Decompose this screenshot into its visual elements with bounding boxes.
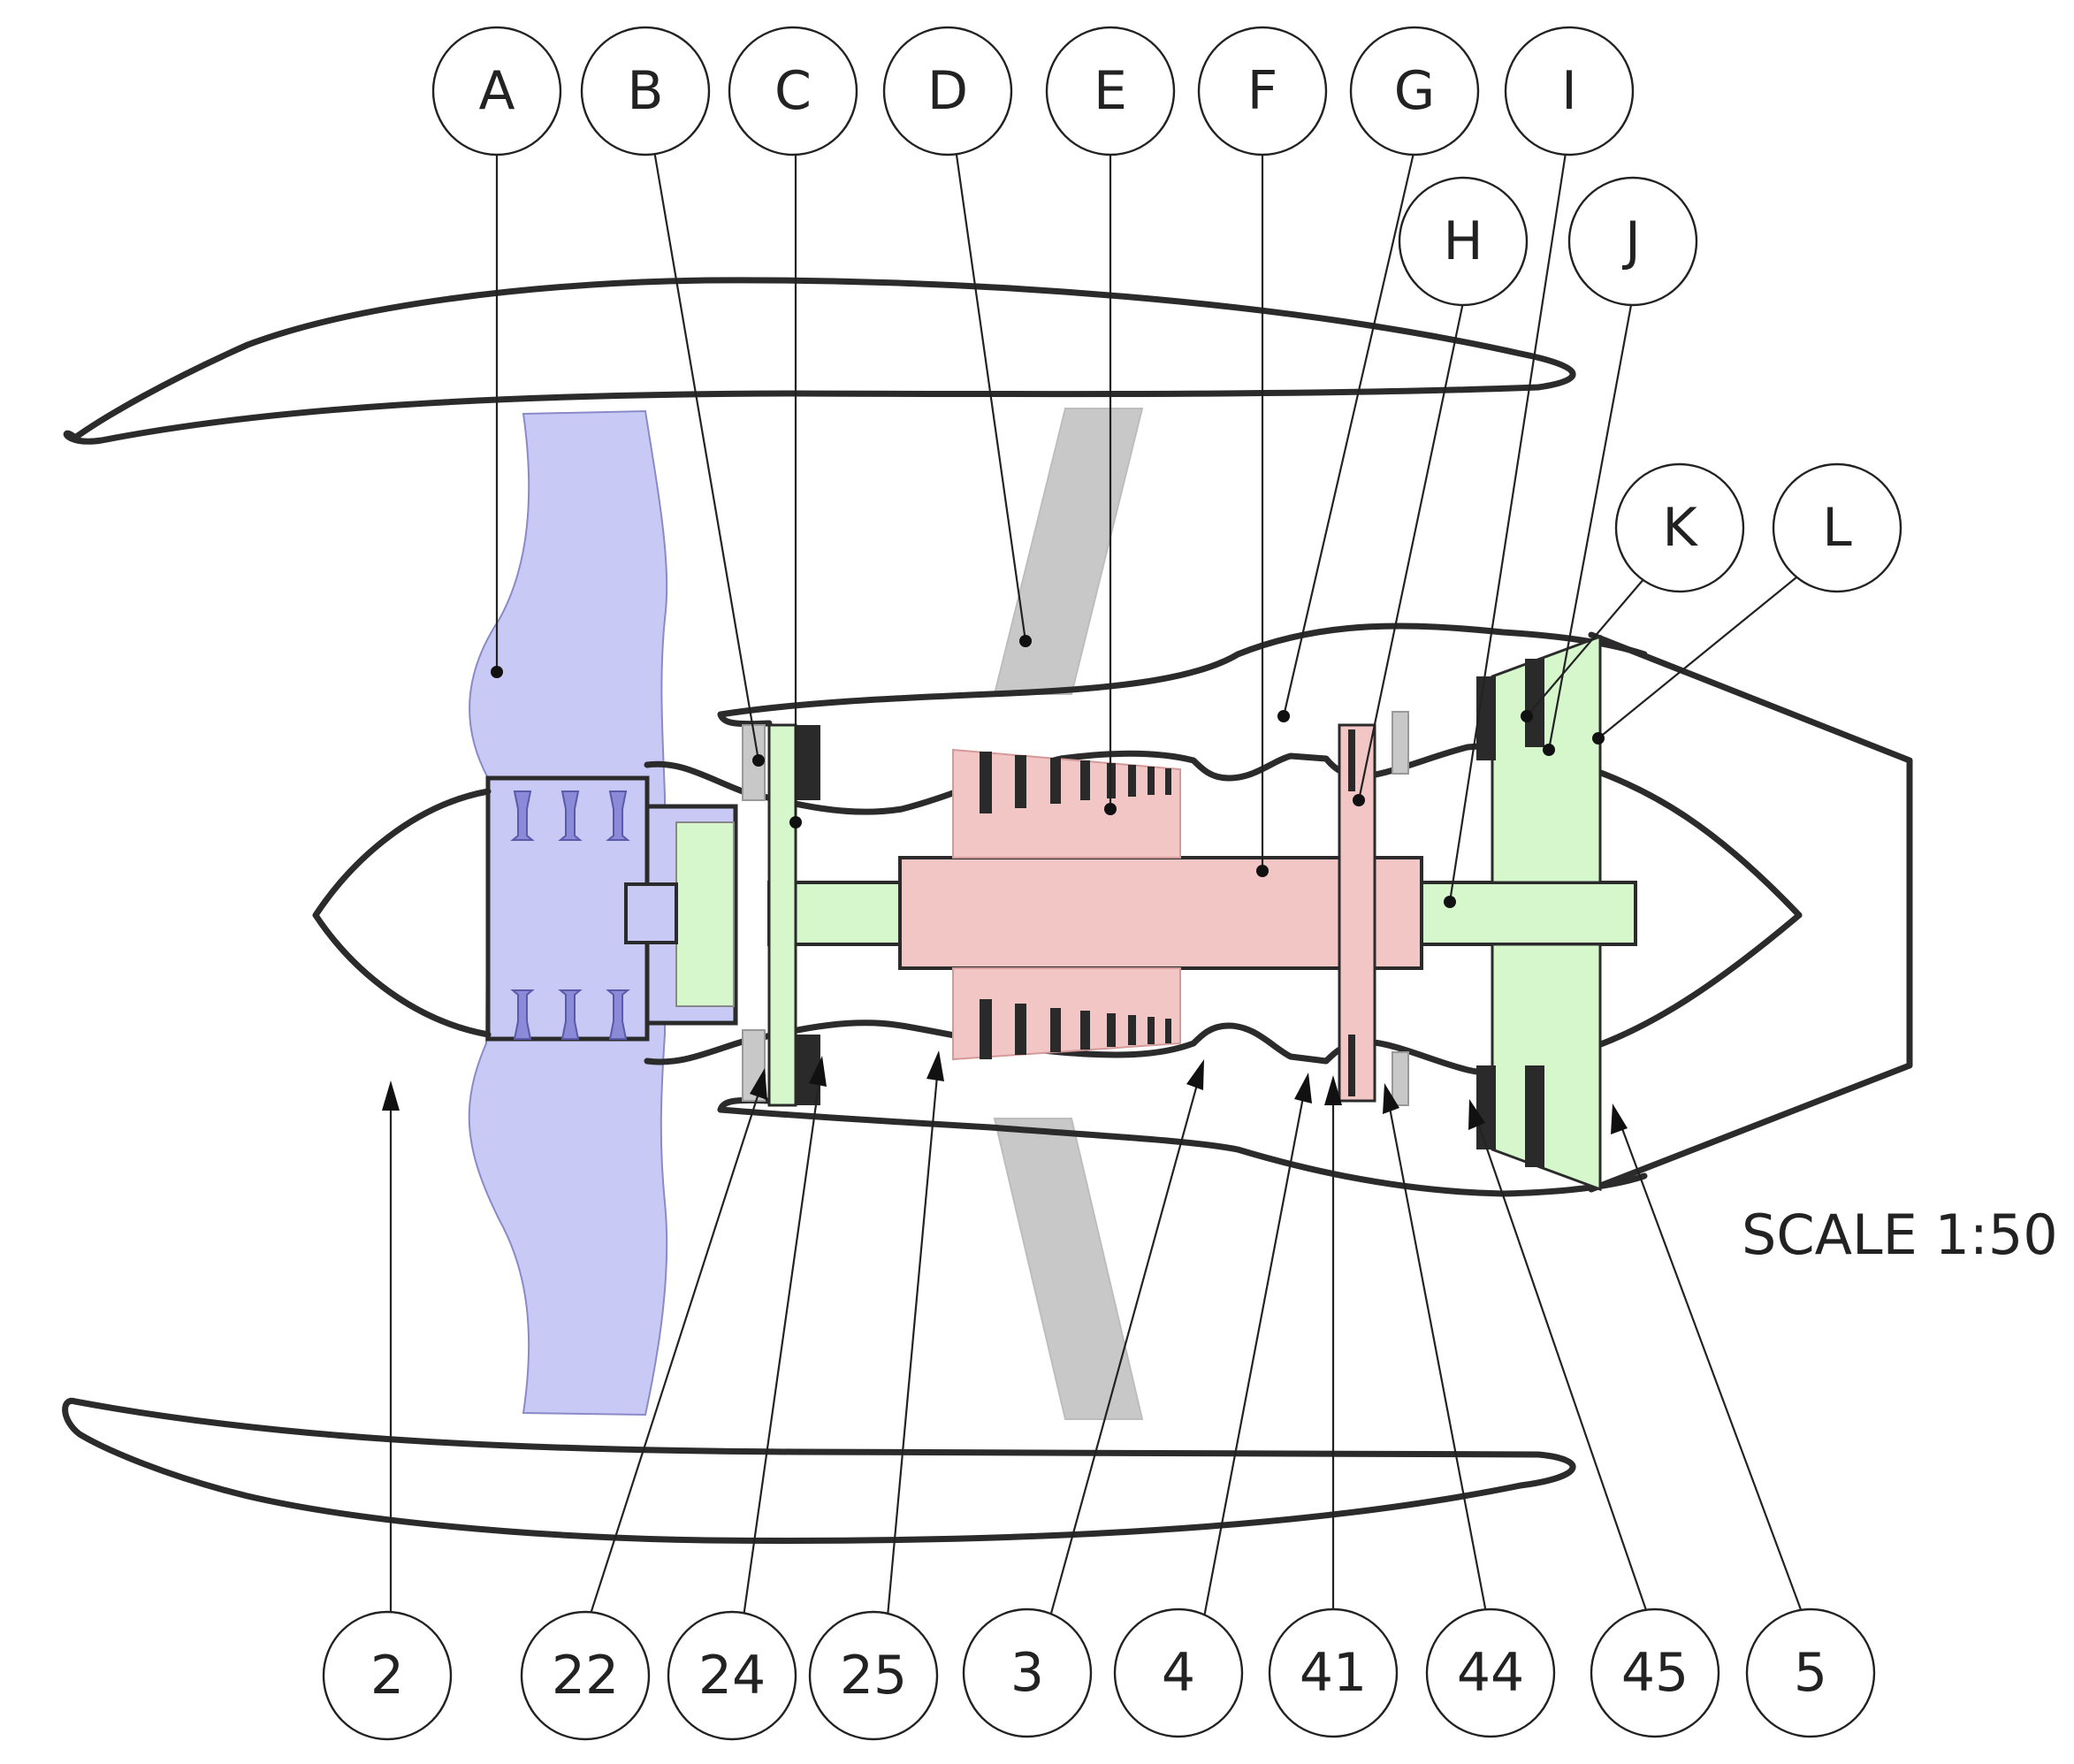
balloon-44: 44 <box>1425 1607 1556 1738</box>
svg-text:K: K <box>1662 497 1698 559</box>
svg-text:3: 3 <box>1010 1642 1044 1704</box>
svg-text:24: 24 <box>698 1645 766 1707</box>
interturbine-duct <box>1392 711 1409 775</box>
svg-text:44: 44 <box>1457 1642 1524 1704</box>
balloon-L: L <box>1772 462 1902 593</box>
svg-text:D: D <box>927 60 968 122</box>
svg-text:22: 22 <box>552 1645 619 1707</box>
svg-text:H: H <box>1443 210 1483 272</box>
balloon-J: J <box>1567 176 1698 307</box>
scale-note: SCALE 1:50 <box>1742 1203 2058 1267</box>
booster-stator <box>796 725 820 800</box>
svg-text:C: C <box>774 60 812 122</box>
lp-turbine-vane-2 <box>1525 659 1544 747</box>
svg-text:25: 25 <box>840 1645 907 1707</box>
hp-compressor-upper <box>952 748 1181 859</box>
component-balloons: A B C D E F G I <box>431 26 1902 593</box>
fan-disk-stub <box>624 882 678 944</box>
exhaust-nozzle <box>1588 631 1913 1193</box>
balloon-B: B <box>580 26 711 157</box>
nacelle-upper <box>63 277 1576 445</box>
fan-disk-inner <box>675 821 735 1007</box>
svg-text:F: F <box>1247 60 1278 122</box>
fan-blade-roots <box>510 790 630 1040</box>
lp-turbine-vane-4 <box>1525 1065 1544 1167</box>
svg-text:5: 5 <box>1794 1642 1827 1704</box>
high-pressure-shaft <box>898 856 1423 970</box>
balloon-E: E <box>1045 26 1176 157</box>
svg-text:41: 41 <box>1300 1642 1367 1704</box>
balloon-D: D <box>882 26 1013 157</box>
leader-lines <box>389 129 1812 1637</box>
balloon-25: 25 <box>808 1610 939 1741</box>
balloon-A: A <box>431 26 562 157</box>
balloon-24: 24 <box>667 1610 797 1741</box>
leader-arrowheads <box>382 1050 1628 1134</box>
booster-rotor <box>767 723 797 1107</box>
balloon-K: K <box>1614 462 1745 593</box>
svg-text:I: I <box>1561 60 1577 122</box>
lp-turbine-vane-1 <box>1476 676 1496 760</box>
hp-turbine-vane <box>1348 729 1355 791</box>
balloon-C: C <box>728 26 858 157</box>
svg-text:L: L <box>1822 497 1852 559</box>
balloon-3: 3 <box>962 1607 1093 1738</box>
strut-upper <box>993 408 1144 695</box>
svg-text:4: 4 <box>1162 1642 1195 1704</box>
balloon-22: 22 <box>520 1610 651 1741</box>
hp-turbine <box>1338 723 1376 1103</box>
svg-text:A: A <box>478 60 515 122</box>
interturbine-duct-lower <box>1392 1051 1409 1106</box>
strut-lower <box>993 1118 1144 1420</box>
hp-turbine-vane-lower <box>1348 1035 1355 1096</box>
balloon-2: 2 <box>322 1610 453 1741</box>
balloon-F: F <box>1197 26 1328 157</box>
balloon-H: H <box>1398 176 1529 307</box>
svg-text:J: J <box>1621 210 1641 272</box>
svg-text:B: B <box>627 60 663 122</box>
nacelle-lower <box>62 1397 1576 1544</box>
balloon-I: I <box>1504 26 1635 157</box>
lp-turbine-vane-3 <box>1476 1065 1496 1149</box>
lp-turbine-lower <box>1491 943 1602 1192</box>
svg-text:45: 45 <box>1621 1642 1689 1704</box>
balloon-4: 4 <box>1113 1607 1244 1738</box>
balloon-G: G <box>1349 26 1480 157</box>
balloon-5: 5 <box>1745 1607 1876 1738</box>
spinner <box>312 788 492 1038</box>
balloon-45: 45 <box>1590 1607 1720 1738</box>
svg-text:2: 2 <box>370 1645 404 1707</box>
core-casing-lower <box>717 1106 1648 1197</box>
hp-compressor-lower <box>952 967 1181 1061</box>
core-casing-upper <box>717 622 1648 718</box>
balloon-41: 41 <box>1268 1607 1399 1738</box>
lp-turbine-upper <box>1491 634 1602 884</box>
svg-text:G: G <box>1394 60 1436 122</box>
svg-text:E: E <box>1094 60 1127 122</box>
station-balloons: 2 22 24 25 3 4 41 44 <box>322 1607 1876 1741</box>
leader-dots <box>491 635 1605 908</box>
core-inlet-lip-upper <box>717 711 773 728</box>
